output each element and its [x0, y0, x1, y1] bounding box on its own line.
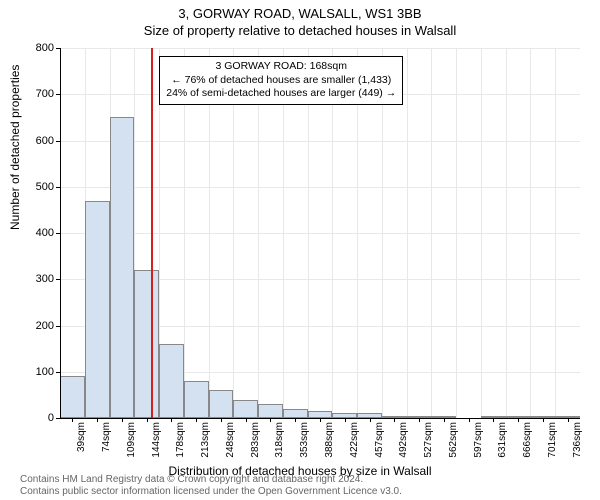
- annotation-box: 3 GORWAY ROAD: 168sqm← 76% of detached h…: [159, 56, 403, 105]
- x-tick-label: 353sqm: [299, 422, 310, 458]
- x-tick-label: 422sqm: [349, 422, 360, 458]
- histogram-bar: [159, 344, 184, 418]
- histogram-bar: [308, 411, 333, 418]
- y-axis-label: Number of detached properties: [8, 65, 22, 230]
- y-tick-label: 600: [36, 135, 54, 147]
- chart-container: 3, GORWAY ROAD, WALSALL, WS1 3BB Size of…: [0, 0, 600, 500]
- grid-line-v: [555, 48, 556, 418]
- grid-line-v: [407, 48, 408, 418]
- x-tick-label: 74sqm: [101, 422, 112, 452]
- x-axis-line: [60, 418, 580, 419]
- histogram-bar: [134, 270, 159, 418]
- x-tick-label: 492sqm: [398, 422, 409, 458]
- x-tick-label: 631sqm: [497, 422, 508, 458]
- histogram-bar: [258, 404, 283, 418]
- chart-subtitle: Size of property relative to detached ho…: [0, 21, 600, 38]
- y-tick-label: 400: [36, 227, 54, 239]
- histogram-bar: [184, 381, 209, 418]
- grid-line-v: [506, 48, 507, 418]
- grid-line-v: [431, 48, 432, 418]
- histogram-bar: [233, 400, 258, 419]
- y-tick-label: 700: [36, 88, 54, 100]
- x-tick-label: 597sqm: [473, 422, 484, 458]
- annotation-line2: ← 76% of detached houses are smaller (1,…: [166, 74, 396, 88]
- chart-title: 3, GORWAY ROAD, WALSALL, WS1 3BB: [0, 0, 600, 21]
- histogram-bar: [60, 376, 85, 418]
- grid-line-h: [60, 141, 580, 142]
- x-tick-label: 109sqm: [126, 422, 137, 458]
- x-tick-label: 213sqm: [200, 422, 211, 458]
- y-tick-label: 0: [48, 412, 54, 424]
- y-tick-label: 500: [36, 181, 54, 193]
- histogram-bar: [209, 390, 234, 418]
- footer-line1: Contains HM Land Registry data © Crown c…: [20, 474, 402, 486]
- grid-line-h: [60, 233, 580, 234]
- y-tick-label: 800: [36, 42, 54, 54]
- x-tick-label: 388sqm: [324, 422, 335, 458]
- grid-line-v: [530, 48, 531, 418]
- grid-line-h: [60, 48, 580, 49]
- histogram-bar: [85, 201, 110, 418]
- x-tick-label: 248sqm: [225, 422, 236, 458]
- x-tick-label: 666sqm: [522, 422, 533, 458]
- grid-line-h: [60, 187, 580, 188]
- chart-footer: Contains HM Land Registry data © Crown c…: [20, 474, 402, 498]
- y-axis-line: [60, 48, 61, 418]
- footer-line2: Contains public sector information licen…: [20, 486, 402, 498]
- histogram-bar: [283, 409, 308, 418]
- x-tick-label: 318sqm: [274, 422, 285, 458]
- x-tick-label: 736sqm: [572, 422, 583, 458]
- grid-line-v: [481, 48, 482, 418]
- annotation-line1: 3 GORWAY ROAD: 168sqm: [166, 60, 396, 74]
- plot-area: 010020030040050060070080039sqm74sqm109sq…: [60, 48, 580, 418]
- marker-line: [151, 48, 153, 418]
- y-tick-label: 200: [36, 320, 54, 332]
- x-tick-label: 562sqm: [448, 422, 459, 458]
- x-tick-label: 527sqm: [423, 422, 434, 458]
- x-tick-label: 39sqm: [76, 422, 87, 452]
- x-tick-label: 144sqm: [151, 422, 162, 458]
- x-tick-label: 457sqm: [374, 422, 385, 458]
- x-tick-label: 283sqm: [250, 422, 261, 458]
- y-tick-label: 100: [36, 366, 54, 378]
- y-tick-label: 300: [36, 273, 54, 285]
- x-tick-label: 178sqm: [175, 422, 186, 458]
- histogram-bar: [110, 117, 135, 418]
- grid-line-v: [456, 48, 457, 418]
- x-tick-label: 701sqm: [547, 422, 558, 458]
- annotation-line3: 24% of semi-detached houses are larger (…: [166, 87, 396, 101]
